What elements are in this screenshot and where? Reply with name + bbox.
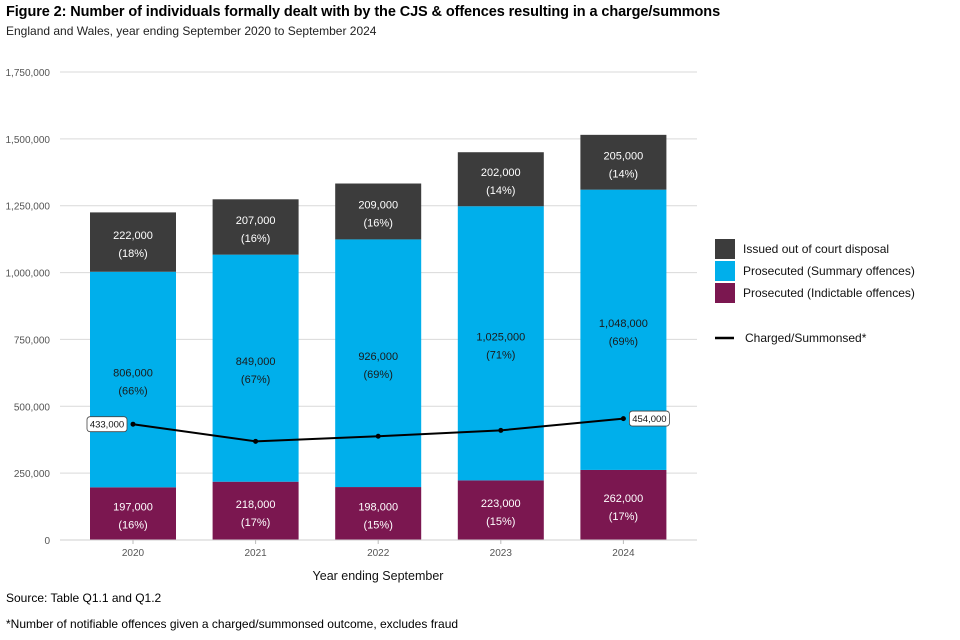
line-point — [253, 438, 259, 444]
bar-percent-label: (71%) — [486, 349, 515, 361]
y-tick-label: 1,250,000 — [6, 202, 51, 213]
charged-summonsed-line: 433,000 454,000 — [86, 410, 670, 444]
bar-value-label: 849,000 — [236, 356, 276, 368]
y-tick-label: 500,000 — [14, 402, 51, 413]
bar-value-label: 1,025,000 — [476, 331, 525, 343]
bar-segment — [90, 271, 176, 488]
line-point — [375, 433, 381, 439]
bar-value-label: 207,000 — [236, 215, 276, 227]
bar-percent-label: (16%) — [241, 233, 270, 245]
bar-segment — [212, 199, 299, 255]
bar-value-label: 205,000 — [604, 150, 644, 162]
x-axis-title: Year ending September — [313, 569, 444, 583]
chart-title: Figure 2: Number of individuals formally… — [6, 4, 721, 20]
y-tick-label: 1,750,000 — [6, 68, 51, 79]
bar-percent-label: (14%) — [486, 185, 515, 197]
bar-value-label: 222,000 — [113, 230, 153, 242]
bar-segment — [90, 212, 176, 272]
chart-subtitle: England and Wales, year ending September… — [6, 24, 377, 38]
y-tick-label: 0 — [44, 536, 50, 547]
bar-percent-label: (18%) — [118, 248, 147, 260]
line-point — [130, 421, 136, 427]
stacked-bar-chart: 0 250,000 500,000 750,000 1,000,000 1,250,000… — [6, 68, 915, 583]
bar-value-label: 218,000 — [236, 499, 276, 511]
bar-segment — [335, 487, 422, 540]
legend-label: Issued out of court disposal — [743, 242, 889, 256]
legend-label: Charged/Summonsed* — [745, 331, 867, 345]
line-point-label-box — [86, 416, 128, 433]
legend-swatch — [715, 283, 735, 303]
line-point — [620, 416, 626, 422]
bar-segment — [457, 152, 544, 207]
bar-percent-label: (67%) — [241, 374, 270, 386]
bar-value-label: 1,048,000 — [599, 318, 648, 330]
x-tick-label: 2024 — [612, 548, 635, 559]
legend: Issued out of court disposal Prosecuted (… — [715, 239, 915, 345]
bar-value-label: 198,000 — [358, 502, 398, 514]
y-tick-label: 750,000 — [14, 335, 51, 346]
bar-value-label: 806,000 — [113, 368, 153, 380]
bar-percent-label: (17%) — [241, 517, 270, 529]
y-tick-label: 250,000 — [14, 469, 51, 480]
source-note: Source: Table Q1.1 and Q1.2 — [6, 591, 162, 605]
y-tick-label: 1,000,000 — [6, 269, 51, 280]
bar-segment — [580, 469, 667, 540]
bar-segment — [457, 206, 544, 481]
legend-label: Prosecuted (Summary offences) — [743, 264, 915, 278]
legend-swatch — [715, 261, 735, 281]
x-tick-label: 2023 — [490, 548, 513, 559]
bar-percent-label: (15%) — [364, 520, 393, 532]
bar-value-label: 223,000 — [481, 498, 521, 510]
bar-percent-label: (15%) — [486, 516, 515, 528]
bar-percent-label: (16%) — [364, 217, 393, 229]
bar-percent-label: (66%) — [118, 386, 147, 398]
line-point-label: 433,000 — [90, 420, 124, 431]
bar-value-label: 197,000 — [113, 502, 153, 514]
bar-segment — [580, 134, 667, 190]
line-point-label-box — [629, 410, 670, 427]
bar-percent-label: (17%) — [609, 511, 638, 523]
footnote: *Number of notifiable offences given a c… — [6, 617, 459, 631]
bar-percent-label: (14%) — [609, 168, 638, 180]
x-axis: 2020 2021 2022 2023 2024 — [60, 539, 697, 559]
bar-segment — [457, 480, 544, 540]
bar-segment — [90, 487, 176, 540]
bar-segment — [212, 481, 299, 540]
bar-value-label: 202,000 — [481, 167, 521, 179]
y-axis: 0 250,000 500,000 750,000 1,000,000 1,250,000… — [6, 68, 51, 547]
y-tick-label: 1,500,000 — [6, 135, 51, 146]
x-tick-label: 2020 — [122, 548, 145, 559]
bars: 197,000 (16%) 218,000 (17%) 198,000 (15%) 223,… — [90, 134, 667, 540]
bar-value-label: 262,000 — [604, 493, 644, 505]
bar-segment — [335, 239, 422, 488]
line-point — [498, 427, 504, 433]
bar-segment — [335, 183, 422, 240]
bar-percent-label: (69%) — [364, 369, 393, 381]
bar-value-label: 209,000 — [358, 199, 398, 211]
bar-percent-label: (16%) — [118, 520, 147, 532]
bar-value-label: 926,000 — [358, 351, 398, 363]
legend-label: Prosecuted (Indictable offences) — [743, 286, 915, 300]
line-point-label: 454,000 — [632, 414, 666, 425]
bar-percent-label: (69%) — [609, 336, 638, 348]
x-tick-label: 2021 — [244, 548, 267, 559]
bar-segment — [212, 254, 299, 482]
x-tick-label: 2022 — [367, 548, 390, 559]
legend-swatch — [715, 239, 735, 259]
